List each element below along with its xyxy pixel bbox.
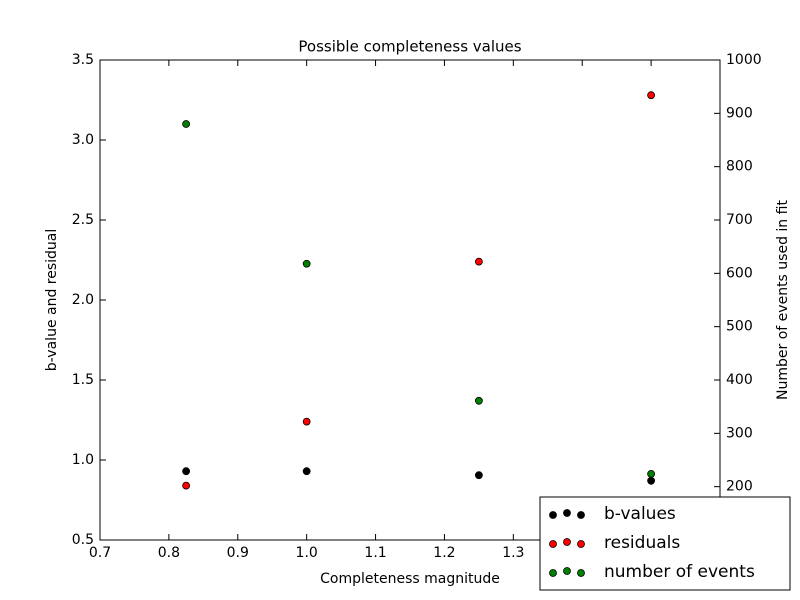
- scatter-point: [182, 120, 191, 128]
- x-tick-label: 0.9: [227, 545, 249, 561]
- scatter-point: [474, 471, 483, 480]
- y-tick-label: 2.0: [72, 292, 94, 308]
- scatter-point: [647, 91, 656, 100]
- scatter-point: [474, 396, 483, 405]
- scatter-point: [474, 257, 483, 266]
- x-tick-label: 1.2: [433, 545, 455, 561]
- y2-tick-label: 200: [726, 479, 753, 495]
- legend-marker: [549, 540, 557, 548]
- scatter-point: [647, 476, 656, 485]
- legend-marker: [549, 569, 557, 577]
- scatter-point: [182, 481, 191, 490]
- plot-frame: [99, 59, 721, 541]
- legend-label: number of events: [604, 562, 755, 582]
- y-tick-label: 0.5: [72, 532, 94, 548]
- y2-tick-label: 400: [726, 372, 753, 388]
- scatter-point: [302, 259, 311, 268]
- y-tick-label: 3.5: [72, 52, 94, 68]
- x-tick-label: 1.3: [502, 545, 524, 561]
- x-tick-label: 0.8: [158, 545, 180, 561]
- y2-tick-label: 600: [726, 265, 753, 281]
- x-tick-label: 1.1: [364, 545, 386, 561]
- legend-label: residuals: [604, 533, 680, 553]
- legend-label: b-values: [604, 504, 676, 524]
- scatter-point: [302, 417, 311, 426]
- x-tick-label: 0.7: [89, 545, 111, 561]
- y2-tick-label: 900: [726, 105, 753, 121]
- y2-axis-label: Number of events used in fit: [775, 200, 791, 400]
- y-tick-label: 3.0: [72, 132, 94, 148]
- y2-tick-label: 1000: [726, 52, 762, 68]
- y2-tick-label: 500: [726, 319, 753, 335]
- legend-marker: [577, 540, 585, 548]
- scatter-point: [302, 467, 311, 476]
- y-axis-label: b-value and residual: [44, 229, 60, 372]
- legend-marker: [563, 567, 571, 575]
- y-tick-label: 1.0: [72, 452, 94, 468]
- x-axis-label: Completeness magnitude: [320, 571, 500, 587]
- chart-title: Possible completeness values: [298, 38, 521, 56]
- legend-marker: [563, 509, 571, 517]
- scatter-point: [182, 467, 191, 476]
- legend-marker: [563, 538, 571, 546]
- y2-tick-label: 700: [726, 212, 753, 228]
- y2-tick-label: 300: [726, 425, 753, 441]
- x-tick-label: 1.0: [296, 545, 318, 561]
- legend: b-values residuals number of events: [539, 496, 791, 591]
- y2-tick-label: 800: [726, 159, 753, 175]
- legend-marker: [577, 511, 585, 519]
- legend-marker: [577, 569, 585, 577]
- scatter-point: [647, 469, 656, 478]
- legend-marker: [549, 511, 557, 519]
- y-tick-label: 1.5: [72, 372, 94, 388]
- y-tick-label: 2.5: [72, 212, 94, 228]
